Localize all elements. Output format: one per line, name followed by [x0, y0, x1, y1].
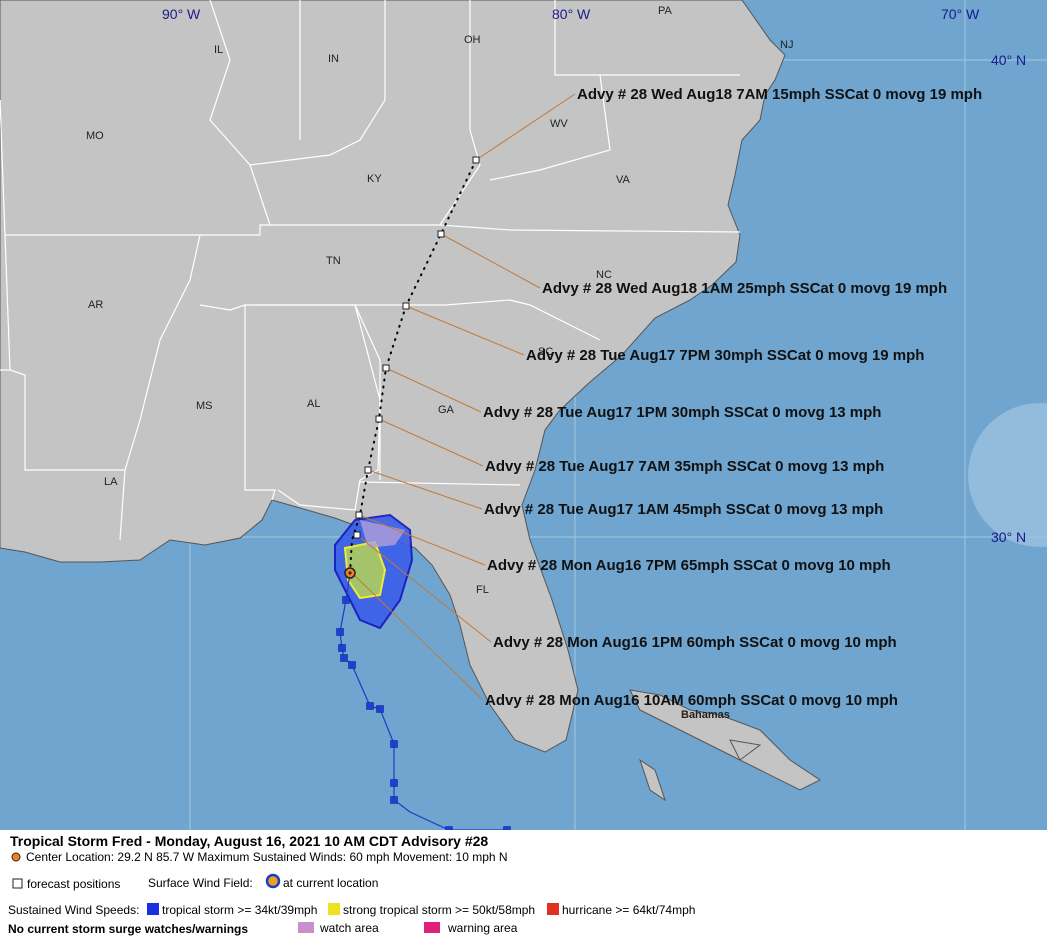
leader-line: [475, 93, 576, 161]
land-wind-field: [360, 520, 405, 548]
lon-label: 70° W: [941, 6, 980, 22]
legend-hu: hurricane >= 64kt/74mph: [562, 903, 695, 917]
legend-wind-field: Surface Wind Field:: [148, 876, 253, 890]
forecast-positions: [353, 156, 480, 539]
leader-lines: [351, 93, 576, 701]
place-label: KY: [367, 173, 382, 185]
forecast-label: Advy # 28 Tue Aug17 7PM 30mph SSCat 0 mo…: [526, 347, 924, 364]
legend-center-icon: [11, 852, 21, 862]
leader-line: [405, 305, 525, 356]
forecast-label: Advy # 28 Tue Aug17 7AM 35mph SSCat 0 mo…: [485, 458, 884, 475]
forecast-box: [375, 415, 383, 423]
legend-current: at current location: [283, 876, 378, 890]
legend-watch: watch area: [319, 921, 379, 935]
legend-watch-swatch: [298, 922, 314, 933]
place-label: LA: [104, 476, 118, 488]
current-center-dot: [348, 571, 352, 575]
place-label: NC: [596, 269, 612, 281]
leader-line: [378, 418, 484, 467]
place-label: PA: [658, 5, 673, 17]
forecast-label: Advy # 28 Wed Aug18 1AM 25mph SSCat 0 mo…: [542, 280, 947, 297]
legend-warning: warning area: [447, 921, 518, 935]
legend-panel: [0, 830, 1047, 940]
legend-sts-swatch: [328, 903, 340, 915]
legend-ts: tropical storm >= 34kt/39mph: [162, 903, 317, 917]
past-position: [338, 644, 346, 652]
place-label: OH: [464, 34, 481, 46]
legend-surge: No current storm surge watches/warnings: [8, 922, 248, 936]
forecast-box: [402, 302, 410, 310]
islands: [629, 689, 821, 802]
forecast-box: [382, 364, 390, 372]
forecast-label: Advy # 28 Mon Aug16 1PM 60mph SSCat 0 mo…: [493, 634, 897, 651]
place-label: SC: [538, 346, 553, 358]
legend-warning-swatch: [424, 922, 440, 933]
legend-hu-swatch: [547, 903, 559, 915]
leader-line: [356, 534, 492, 643]
lat-label: 30° N: [991, 529, 1026, 545]
place-label: MO: [86, 130, 104, 142]
leader-line: [367, 469, 483, 510]
place-label: AL: [307, 398, 320, 410]
past-position: [376, 705, 384, 713]
past-position: [390, 740, 398, 748]
place-label: IN: [328, 53, 339, 65]
forecast-box: [472, 156, 480, 164]
land: [0, 0, 786, 753]
forecast-box: [364, 466, 372, 474]
forecast-box: [437, 230, 445, 238]
legend-ts-swatch: [147, 903, 159, 915]
forecast-label: Advy # 28 Tue Aug17 1AM 45mph SSCat 0 mo…: [484, 501, 883, 518]
map-labels: 90° W 80° W 70° W 40° N 30° N IL IN OH PA NJ MO WV K…: [86, 5, 1026, 721]
legend-sustained: Sustained Wind Speeds:: [8, 903, 139, 917]
forecast-label: Advy # 28 Tue Aug17 1PM 30mph SSCat 0 mo…: [483, 404, 881, 421]
past-position: [348, 661, 356, 669]
leader-line: [440, 233, 541, 289]
legend-forecast: forecast positions: [27, 877, 120, 891]
place-label: WV: [550, 118, 568, 130]
leader-line: [358, 514, 486, 566]
legend-sts: strong tropical storm >= 50kt/58mph: [343, 903, 535, 917]
past-position: [342, 596, 350, 604]
lon-label: 80° W: [552, 6, 591, 22]
cone-remnant: [968, 403, 1047, 547]
forecast-label: Advy # 28 Mon Aug16 10AM 60mph SSCat 0 m…: [485, 692, 898, 709]
forecast-label: Advy # 28 Wed Aug18 7AM 15mph SSCat 0 mo…: [577, 86, 982, 103]
forecast-label: Advy # 28 Mon Aug16 7PM 65mph SSCat 0 mo…: [487, 557, 891, 574]
place-label: VA: [616, 174, 631, 186]
legend-wind-icon: [265, 873, 281, 889]
place-label: Bahamas: [681, 709, 730, 721]
state-borders: [0, 0, 741, 541]
place-label: IL: [214, 44, 223, 56]
place-label: NJ: [780, 39, 793, 51]
past-position: [390, 796, 398, 804]
forecast-box: [353, 531, 361, 539]
place-label: AR: [88, 299, 103, 311]
lon-label: 90° W: [162, 6, 201, 22]
past-position: [390, 779, 398, 787]
legend-box: [12, 878, 23, 889]
place-label: TN: [326, 255, 341, 267]
leader-line: [351, 572, 484, 701]
place-label: MS: [196, 400, 213, 412]
forecast-box: [355, 511, 363, 519]
legend-center: Center Location: 29.2 N 85.7 W Maximum S…: [26, 850, 508, 864]
place-label: GA: [438, 404, 455, 416]
past-position: [340, 654, 348, 662]
past-position: [366, 702, 374, 710]
lat-label: 40° N: [991, 52, 1026, 68]
past-position: [336, 628, 344, 636]
leader-line: [385, 367, 482, 413]
place-label: FL: [476, 584, 489, 596]
legend-title: Tropical Storm Fred - Monday, August 16,…: [10, 833, 488, 849]
